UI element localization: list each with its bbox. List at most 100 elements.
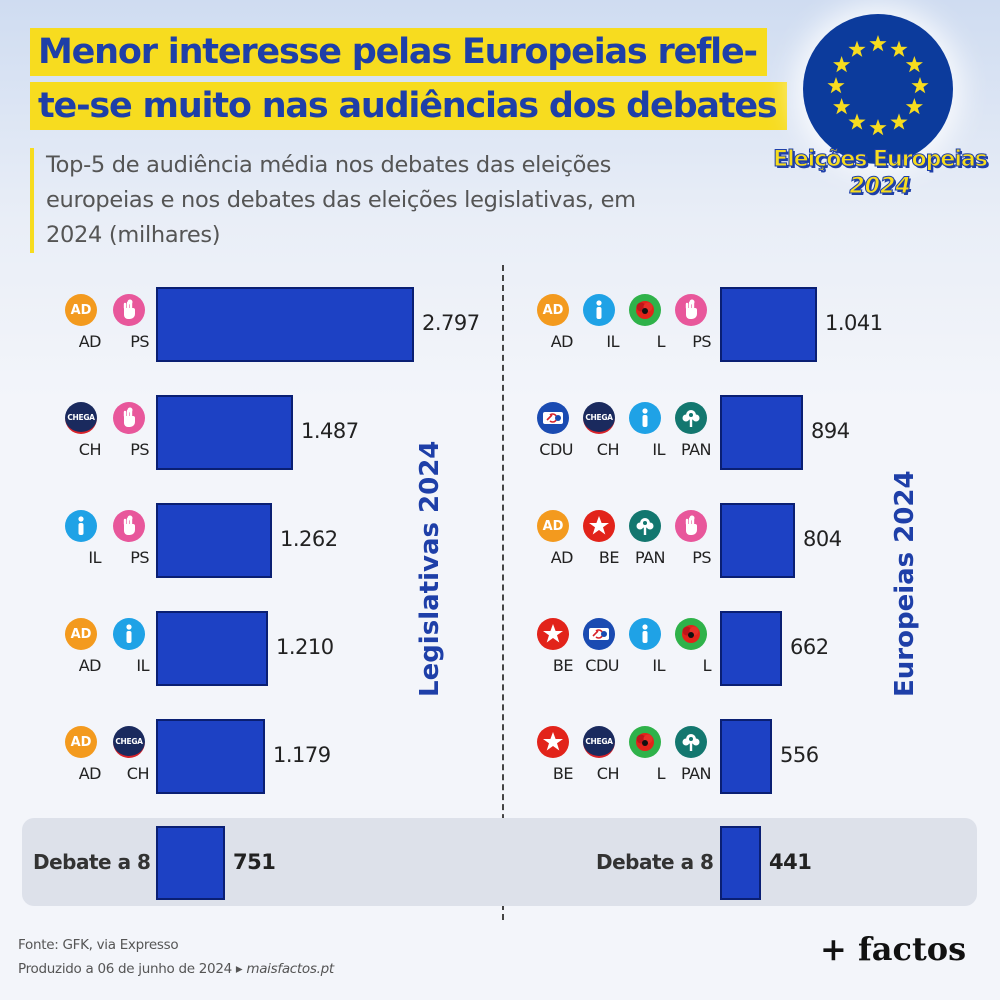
- party-l: L: [671, 618, 712, 676]
- party-il: IL: [625, 402, 665, 460]
- party-label: PAN: [634, 548, 666, 567]
- party-il: IL: [625, 618, 665, 676]
- party-label: PAN: [680, 764, 712, 783]
- party-ps: PS: [109, 294, 149, 352]
- party-label: AD: [78, 764, 102, 783]
- eu-star: [905, 56, 923, 73]
- fist-rose-icon: [675, 294, 707, 326]
- eu-star: [869, 119, 887, 136]
- summary-label-legislativas: Debate a 8: [33, 850, 151, 874]
- ad-icon: AD: [537, 510, 569, 542]
- bar: [156, 611, 268, 686]
- party-ad: AD AD: [61, 726, 101, 784]
- party-label: AD: [550, 332, 574, 351]
- chart-subtitle: Top-5 de audiência média nos debates das…: [30, 148, 670, 253]
- party-label: IL: [652, 656, 665, 675]
- ad-icon: AD: [65, 726, 97, 758]
- eu-star: [869, 35, 887, 52]
- party-label: PS: [692, 332, 711, 351]
- bar-value-label: 1.041: [825, 311, 883, 335]
- fist-rose-icon: [113, 294, 145, 326]
- party-be: BE: [533, 618, 574, 676]
- party-label: L: [656, 764, 666, 783]
- eu-star: [890, 40, 908, 57]
- bar-value-label: 804: [803, 527, 842, 551]
- party-il: IL: [61, 510, 101, 568]
- fist-rose-icon: [113, 510, 145, 542]
- party-ch: CHEGA CH: [61, 402, 101, 460]
- eu-star: [911, 77, 929, 94]
- bar: [720, 395, 803, 470]
- bar-value-label: 1.210: [276, 635, 334, 659]
- eu-stars-icon: [827, 35, 929, 136]
- eu-star: [848, 40, 866, 57]
- title-line-2: te-se muito nas audiências dos debates: [30, 82, 787, 130]
- bar: [720, 503, 795, 578]
- brand-logo: + factos: [820, 930, 967, 968]
- chart-title: Menor interesse pelas Europeias refle- t…: [30, 28, 787, 130]
- party-il: IL: [579, 294, 619, 352]
- panel-label-europeias: Europeias 2024: [890, 470, 920, 697]
- bar-value-label: 556: [780, 743, 819, 767]
- party-ad: AD AD: [533, 294, 573, 352]
- panel-divider: [502, 265, 504, 920]
- tree-icon: [675, 726, 707, 758]
- party-pan: PAN: [671, 402, 711, 460]
- title-line-1: Menor interesse pelas Europeias refle-: [30, 28, 767, 76]
- party-ad: AD AD: [61, 294, 101, 352]
- party-ps: PS: [671, 510, 711, 568]
- eu-star: [890, 113, 908, 130]
- party-label: BE: [552, 764, 574, 783]
- site-link[interactable]: maisfactos.pt: [246, 961, 334, 977]
- party-label: IL: [136, 656, 149, 675]
- panel-label-legislativas: Legislativas 2024: [415, 440, 445, 697]
- i-icon: [629, 402, 661, 434]
- party-ch: CHEGA CH: [579, 402, 619, 460]
- summary-value-label: 751: [233, 850, 276, 874]
- tree-icon: [629, 510, 661, 542]
- i-icon: [113, 618, 145, 650]
- party-ps: PS: [109, 510, 149, 568]
- party-label: CH: [126, 764, 150, 783]
- party-label: PS: [130, 332, 149, 351]
- i-icon: [629, 618, 661, 650]
- chega-icon: CHEGA: [583, 726, 615, 758]
- party-label: CH: [596, 764, 620, 783]
- chega-icon: CHEGA: [583, 402, 615, 434]
- party-ps: PS: [109, 402, 149, 460]
- party-label: IL: [606, 332, 619, 351]
- bar-value-label: 1.179: [273, 743, 331, 767]
- poppy-icon: [629, 294, 661, 326]
- party-ad: AD AD: [533, 510, 573, 568]
- party-label: CDU: [585, 656, 619, 675]
- logo-title: Eleições Europeias: [773, 147, 989, 173]
- party-label: AD: [78, 656, 102, 675]
- eu-star: [833, 98, 851, 115]
- produced-note: Produzido a 06 de junho de 2024 ▸ maisfa…: [18, 961, 334, 977]
- summary-value-label: 441: [769, 850, 812, 874]
- party-label: L: [656, 332, 666, 351]
- party-l: L: [625, 294, 666, 352]
- party-label: CDU: [539, 440, 573, 459]
- produced-text: Produzido a 06 de junho de 2024 ▸: [18, 961, 247, 977]
- party-be: BE: [533, 726, 574, 784]
- party-pan: PAN: [671, 726, 711, 784]
- bar-value-label: 1.487: [301, 419, 359, 443]
- i-icon: [65, 510, 97, 542]
- star-person-icon: [583, 510, 615, 542]
- ad-icon: AD: [65, 294, 97, 326]
- party-label: PS: [130, 548, 149, 567]
- eu-star: [833, 56, 851, 73]
- party-label: CH: [78, 440, 102, 459]
- poppy-icon: [629, 726, 661, 758]
- party-ch: CHEGA CH: [109, 726, 149, 784]
- bar: [720, 719, 772, 794]
- eu-flag-circle: [803, 14, 953, 164]
- party-label: BE: [598, 548, 620, 567]
- party-be: BE: [579, 510, 620, 568]
- bar-value-label: 894: [811, 419, 850, 443]
- source-note: Fonte: GFK, via Expresso: [18, 937, 179, 953]
- party-label: PS: [130, 440, 149, 459]
- eu-star: [827, 77, 845, 94]
- poppy-icon: [675, 618, 707, 650]
